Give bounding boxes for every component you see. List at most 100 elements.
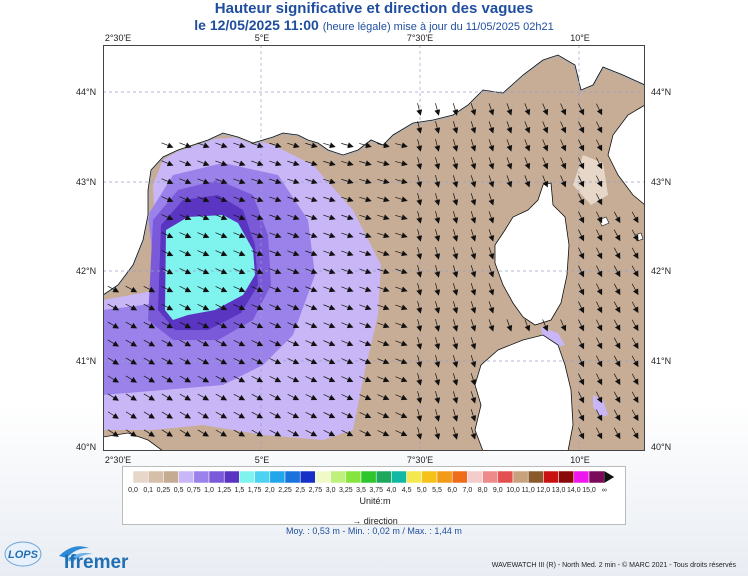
direction-arrow [251,429,264,437]
direction-arrow [631,229,639,242]
direction-arrow [377,232,390,239]
direction-arrow [578,301,585,314]
direction-arrow [359,232,372,239]
direction-arrow [488,229,495,242]
direction-arrow [233,160,246,167]
legend-label: 12,0 [536,487,551,494]
direction-arrow [488,175,495,188]
ifremer-logo-mark [59,546,93,562]
legend-swatch [132,470,149,484]
direction-arrow [359,304,372,311]
direction-arrow [233,393,246,401]
direction-arrow [595,247,603,260]
direction-arrow [542,103,549,116]
direction-arrow [434,337,441,350]
direction-arrow [488,193,495,206]
direction-arrow [359,376,372,383]
direction-arrow [542,319,549,332]
direction-arrow [359,160,372,167]
direction-arrow [305,340,318,347]
direction-arrow [578,157,585,170]
direction-arrow [395,304,408,311]
direction-arrow [416,283,423,296]
lon-tick-bottom-3: 7°30'E [406,455,434,465]
wave-height-map[interactable] [103,45,645,451]
direction-arrow [359,214,372,221]
direction-arrow [488,247,495,260]
direction-arrow [434,391,441,404]
direction-arrow [434,355,441,368]
direction-arrow [269,304,282,311]
direction-arrow [179,339,192,347]
direction-arrow [395,214,408,221]
direction-arrow [631,355,639,368]
direction-arrow [269,376,282,383]
direction-arrow [341,268,354,275]
legend-swatch [178,470,195,484]
direction-arrow [452,319,459,332]
direction-arrow [341,214,354,221]
direction-arrow [215,286,228,293]
legend-swatch [254,470,271,484]
legend-overflow-arrow [604,471,615,483]
direction-arrow [233,268,246,275]
direction-arrow [305,250,318,257]
direction-arrow [251,196,264,203]
legend-swatch [315,470,331,484]
direction-arrow [595,121,603,134]
legend-colorbar [132,470,615,484]
direction-arrow [305,376,318,383]
direction-arrow [269,196,282,203]
direction-arrow [359,178,372,185]
direction-arrow [215,429,228,437]
direction-arrow [143,393,155,401]
direction-arrow [233,178,246,185]
direction-arrow [560,103,567,116]
direction-arrow [595,301,603,314]
legend-label: 0,25 [156,487,171,494]
legend-swatch [330,470,347,484]
direction-arrow [613,211,621,224]
direction-arrow [197,321,210,329]
direction-arrow [269,429,282,437]
direction-arrow [470,319,477,332]
direction-arrow [107,375,119,383]
direction-arrow [305,178,318,185]
direction-arrow [416,319,423,332]
direction-arrow [578,427,585,440]
direction-arrow [470,337,477,350]
direction-arrow [305,214,318,221]
direction-arrow [215,178,228,185]
direction-arrow [631,211,639,224]
direction-arrow [416,373,423,386]
direction-arrow [323,286,336,293]
direction-arrow [251,358,264,365]
direction-arrow [452,355,459,368]
direction-arrow [269,160,282,167]
direction-arrow [578,121,585,134]
direction-arrow [323,268,336,275]
direction-arrow [470,211,477,224]
direction-arrow [287,268,300,275]
direction-arrow [377,196,390,203]
direction-arrow [452,103,459,116]
direction-arrow [452,229,459,242]
legend-label: 3,5 [356,487,366,494]
direction-arrow [395,268,408,275]
direction-arrow [197,375,210,383]
direction-arrow [416,175,423,188]
direction-arrow [631,283,639,296]
legend-swatch [543,470,559,484]
direction-arrow [613,409,621,422]
direction-arrow [341,340,354,347]
direction-arrow [215,196,228,203]
direction-arrow [470,409,477,422]
direction-arrow [434,247,441,260]
direction-arrow [197,411,210,419]
wave-direction-arrows [107,103,639,440]
direction-arrow [179,178,192,185]
direction-arrow [395,430,408,437]
direction-arrow [125,303,138,311]
lon-tick-bottom-1: 2°30'E [104,455,132,465]
direction-arrow [395,160,408,167]
